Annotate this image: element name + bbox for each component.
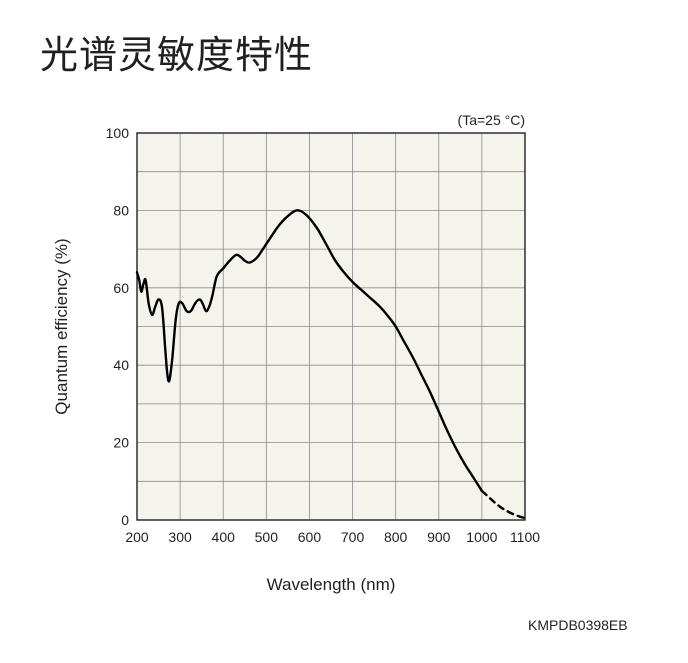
grid: [137, 133, 525, 520]
y-axis-ticks: 0 20 40 60 80 100: [106, 125, 130, 528]
x-tick-label: 900: [427, 529, 451, 545]
x-tick-label: 1000: [466, 529, 497, 545]
series-layer: [135, 209, 527, 520]
x-axis-ticks: 200 300 400 500 600 700 800 900 1000 1100: [125, 529, 540, 545]
plot-frame: [136, 132, 526, 521]
x-tick-label: 500: [255, 529, 279, 545]
x-tick-label: 800: [384, 529, 408, 545]
condition-label: (Ta=25 °C): [458, 112, 525, 128]
x-tick-label: 300: [168, 529, 192, 545]
x-tick-label: 200: [125, 529, 149, 545]
y-tick-label: 40: [113, 357, 129, 373]
y-tick-label: 20: [113, 435, 129, 451]
y-tick-label: 80: [113, 202, 129, 218]
y-tick-label: 0: [121, 512, 129, 528]
x-tick-label: 1100: [510, 529, 540, 545]
series-line-solid: [135, 209, 484, 493]
series-line-dashed: [480, 489, 527, 520]
x-tick-label: 400: [212, 529, 236, 545]
y-tick-label: 60: [113, 280, 129, 296]
y-tick-label: 100: [106, 125, 130, 141]
document-code: KMPDB0398EB: [528, 617, 628, 633]
page-title: 光谱灵敏度特性: [40, 33, 314, 77]
chart: 200 300 400 500 600 700 800 900 1000 1100 0 20 40 60…: [52, 112, 540, 594]
x-axis-label: Wavelength (nm): [267, 575, 396, 594]
x-tick-label: 600: [298, 529, 322, 545]
x-tick-label: 700: [341, 529, 365, 545]
y-axis-label: Quantum efficiency (%): [52, 238, 71, 414]
